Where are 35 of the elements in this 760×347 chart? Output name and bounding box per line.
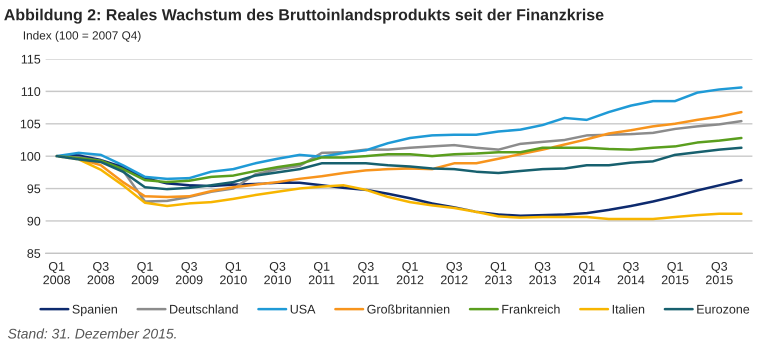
line-series — [55, 86, 743, 180]
y-tick-label: 85 — [27, 249, 40, 258]
x-tick-label: Q3 2010 — [264, 262, 291, 284]
y-tick-label: 110 — [22, 87, 40, 96]
legend-label: Spanien — [72, 304, 117, 316]
x-tick-label: Q3 2012 — [440, 262, 468, 284]
text: Stand: 31. Dezember 2015. — [8, 328, 176, 339]
x-tick-label: Q1 2013 — [485, 262, 512, 284]
x-tick-label: Q1 2011 — [308, 262, 335, 284]
x-tick-label: Q1 2009 — [132, 262, 158, 284]
legend-label: Italien — [612, 304, 644, 314]
x-tick-label: Q3 2014 — [618, 262, 644, 284]
x-tick-label: Q3 2009 — [176, 262, 202, 284]
x-tick-label: Q1 2012 — [396, 262, 424, 284]
x-tick-label: Q3 2015 — [706, 262, 733, 284]
legend-label: USA — [290, 304, 316, 314]
x-tick-label: Q3 2011 — [353, 262, 379, 284]
y-tick-label: 105 — [20, 120, 40, 128]
x-tick-label: Q3 2008 — [88, 262, 114, 284]
x-tick-label: Q1 2010 — [220, 262, 247, 284]
y-tick-label: 100 — [20, 152, 40, 161]
legend-label: Großbritannien — [367, 304, 450, 314]
y-tick-label: 90 — [27, 216, 40, 226]
legend-label: Frankreich — [502, 304, 560, 314]
y-tick-label: 115 — [22, 54, 40, 64]
legend-label: Eurozone — [697, 304, 750, 314]
y-axis-title: Index (100 = 2007 Q4) — [24, 30, 141, 42]
line-series — [55, 146, 743, 190]
x-tick-label: Q1 2008 — [43, 262, 70, 284]
x-tick-label: Q3 2013 — [529, 262, 556, 284]
chart-title: Abbildung 2: Reales Wachstum des Bruttoinlandsprodukts seit der Finanzkrise — [4, 8, 604, 24]
y-tick-label: 95 — [27, 184, 40, 194]
x-tick-label: Q1 2015 — [662, 262, 688, 284]
x-tick-label: Q1 2014 — [573, 262, 600, 284]
legend-label: Deutschland — [170, 304, 238, 314]
